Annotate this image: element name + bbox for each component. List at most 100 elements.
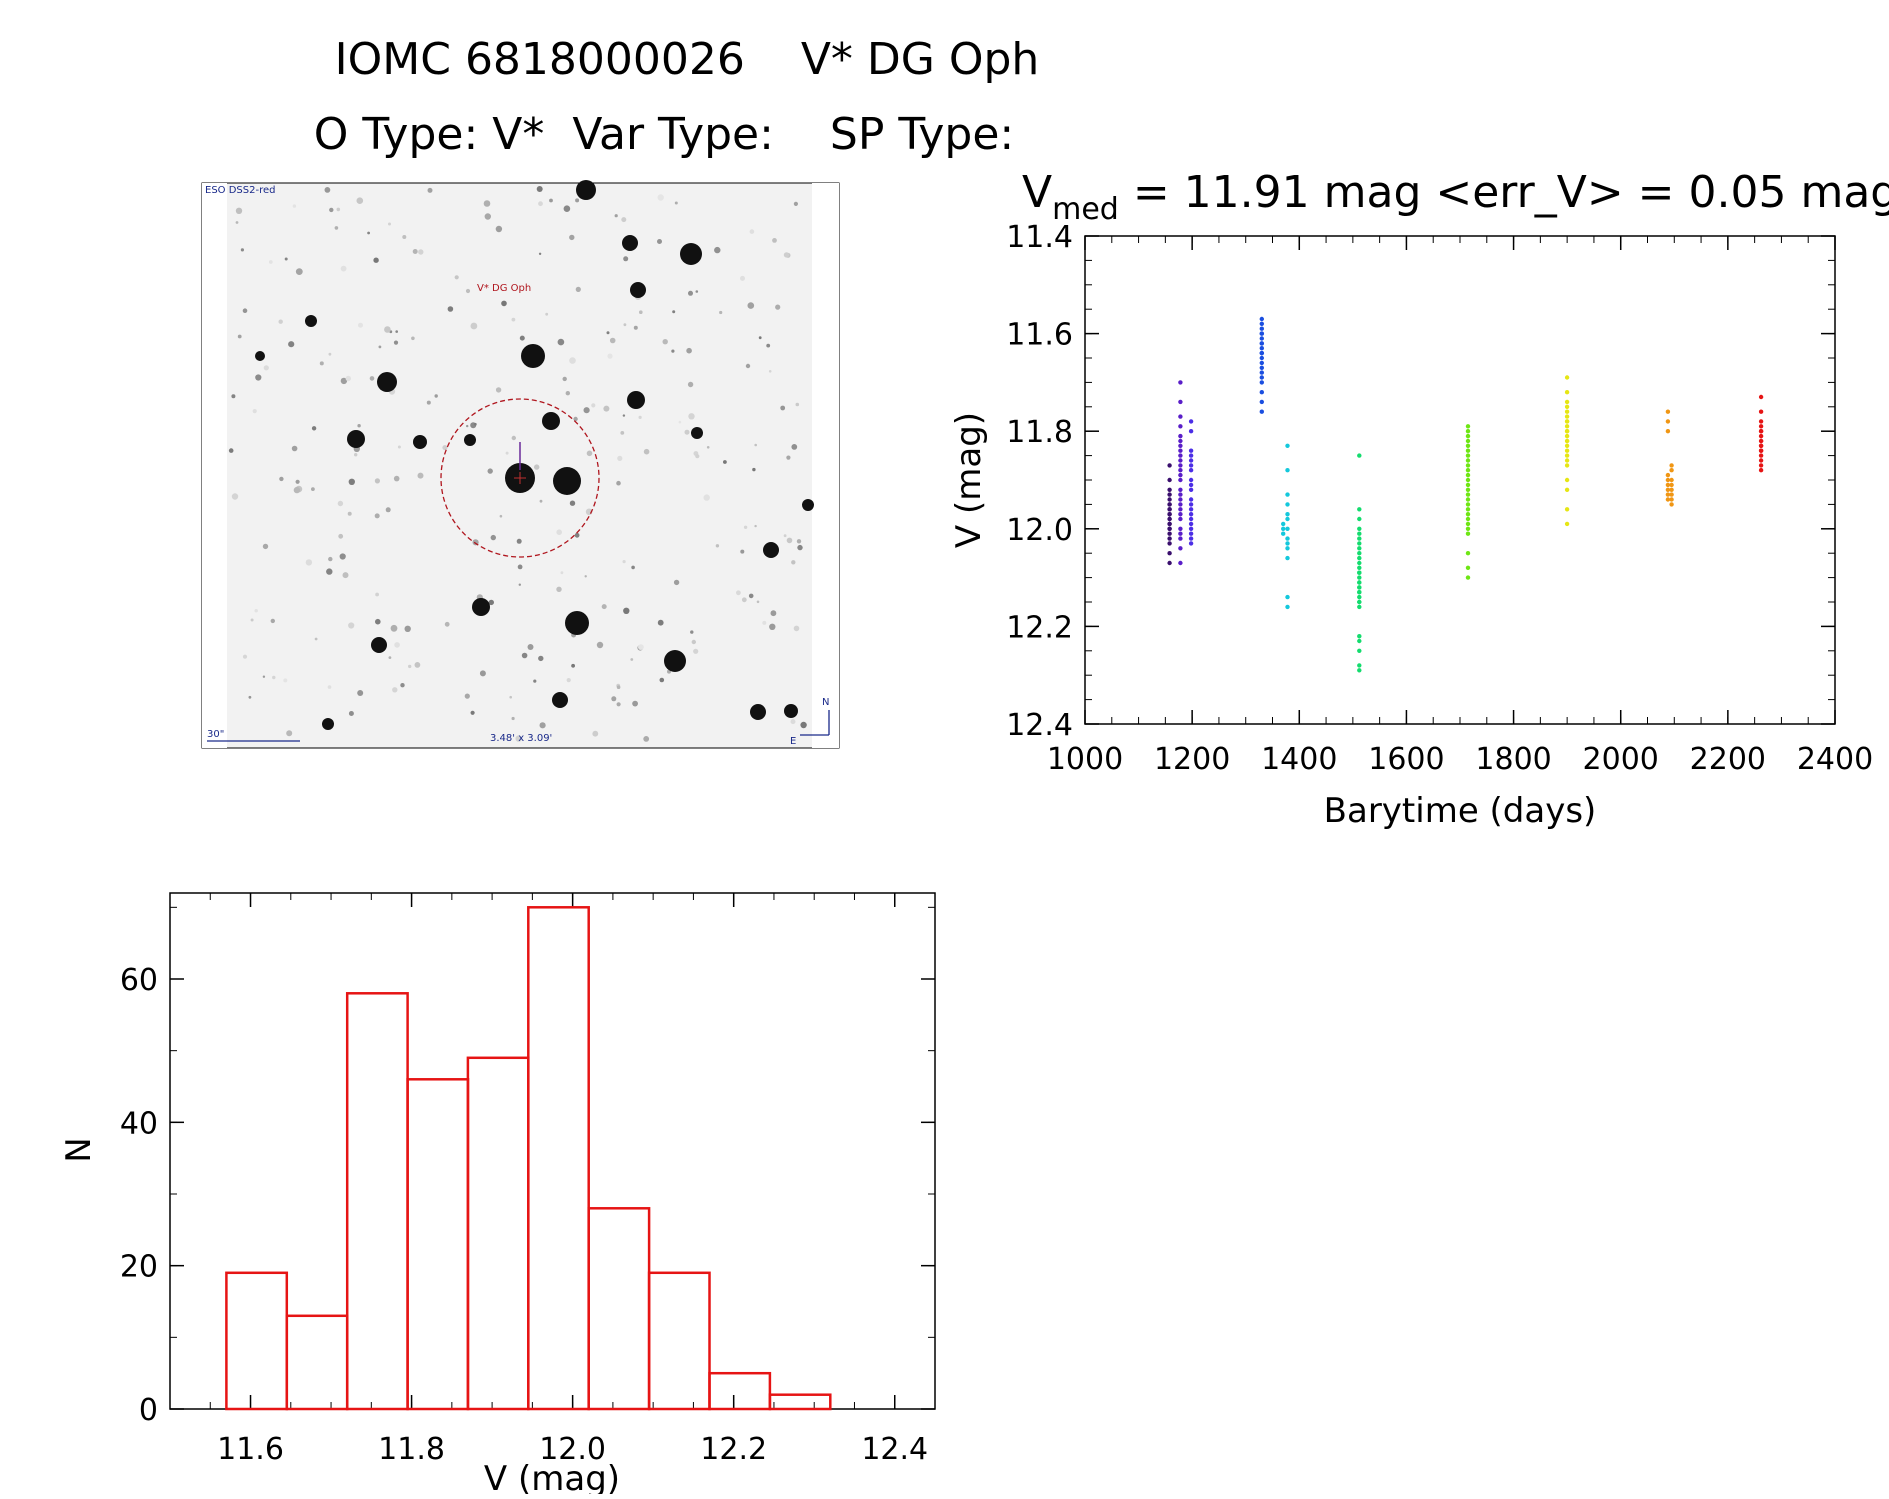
faint-star	[620, 431, 625, 435]
faint-star	[505, 451, 509, 455]
faint-star	[780, 405, 786, 411]
faint-star	[566, 678, 571, 683]
faint-star	[418, 249, 424, 255]
faint-star	[786, 455, 791, 460]
data-point-g7	[1465, 507, 1471, 512]
data-point-g10	[1758, 448, 1764, 453]
faint-star	[447, 306, 454, 312]
faint-star	[687, 381, 694, 388]
x-tick-label: 12.2	[700, 1432, 767, 1467]
faint-star	[538, 252, 542, 255]
y-tick-label: 20	[120, 1250, 158, 1285]
data-point-g6	[1357, 516, 1362, 522]
data-point-g3	[1188, 477, 1194, 483]
faint-star	[740, 549, 745, 554]
x-tick-label: 1400	[1261, 742, 1337, 777]
faint-star	[519, 335, 525, 341]
sky-image-right-border	[812, 183, 839, 748]
faint-star	[402, 235, 407, 239]
bright-star	[377, 372, 397, 392]
faint-star	[262, 675, 266, 678]
faint-star	[242, 654, 248, 659]
data-point-g6	[1357, 634, 1362, 639]
faint-star	[673, 579, 680, 586]
data-point-g6	[1357, 599, 1362, 605]
bright-star	[472, 598, 490, 616]
data-point-g1	[1167, 512, 1172, 517]
data-point-g8	[1564, 521, 1570, 527]
faint-star	[556, 529, 562, 535]
faint-star	[584, 575, 587, 578]
faint-star	[412, 249, 418, 254]
faint-star	[235, 207, 243, 214]
data-point-g6	[1357, 531, 1362, 536]
histogram-bars	[225, 906, 832, 1411]
data-point-g3	[1188, 419, 1194, 424]
faint-star	[657, 239, 662, 244]
data-point-g5	[1281, 531, 1286, 536]
bright-star	[521, 344, 545, 368]
y-tick-label: 0	[139, 1393, 158, 1428]
faint-star	[592, 730, 599, 737]
data-point-g5	[1285, 536, 1290, 541]
faint-star	[404, 625, 411, 632]
data-point-g5	[1285, 526, 1290, 531]
bright-star	[305, 315, 317, 327]
data-point-g10	[1758, 468, 1764, 473]
faint-star	[793, 625, 800, 632]
data-point-g9	[1669, 492, 1674, 497]
faint-star	[560, 571, 564, 575]
data-point-g8	[1564, 458, 1570, 463]
faint-star	[495, 225, 503, 233]
data-point-g3	[1188, 516, 1194, 522]
data-point-g1	[1167, 502, 1172, 507]
data-point-g5	[1285, 604, 1290, 610]
faint-star	[511, 435, 516, 441]
light-curve-ylabel: V (mag)	[949, 412, 989, 548]
faint-star	[616, 480, 621, 486]
data-point-g9	[1665, 472, 1671, 478]
data-point-g5	[1285, 516, 1290, 522]
data-point-g5	[1285, 502, 1290, 507]
data-point-g7	[1465, 468, 1471, 473]
faint-star	[672, 310, 676, 314]
data-point-g10	[1758, 458, 1764, 463]
data-point-g4	[1259, 326, 1265, 331]
data-point-g2	[1178, 448, 1183, 453]
faint-star	[571, 663, 575, 668]
data-point-g4	[1259, 375, 1265, 380]
data-point-g4	[1259, 409, 1265, 414]
faint-star	[511, 716, 515, 721]
bright-star	[750, 704, 766, 720]
data-point-g5	[1285, 541, 1290, 546]
data-point-g4	[1259, 390, 1265, 395]
histogram-bar	[225, 1271, 289, 1411]
faint-star	[288, 341, 295, 348]
y-tick-label: 12.2	[1006, 610, 1073, 645]
faint-star	[373, 257, 379, 263]
faint-star	[601, 604, 607, 610]
faint-star	[622, 560, 626, 564]
faint-star	[348, 622, 355, 629]
data-point-g10	[1758, 438, 1764, 444]
faint-star	[770, 610, 777, 617]
data-point-g3	[1188, 487, 1194, 492]
data-point-g8	[1564, 424, 1570, 429]
histogram-bar	[527, 906, 590, 1411]
faint-star	[631, 565, 635, 570]
faint-star	[772, 238, 777, 243]
data-point-g8	[1564, 419, 1570, 424]
faint-star	[706, 446, 710, 449]
data-point-g1	[1167, 531, 1172, 536]
data-point-g7	[1465, 453, 1471, 458]
data-point-g3	[1188, 502, 1194, 507]
faint-star	[295, 268, 303, 275]
faint-star	[255, 374, 262, 381]
x-tick-label: 2200	[1690, 742, 1766, 777]
faint-star	[623, 323, 627, 327]
data-point-g2	[1178, 399, 1183, 405]
faint-star	[479, 670, 486, 677]
faint-star	[623, 607, 630, 614]
data-point-g2	[1178, 477, 1183, 483]
title-v: V	[1022, 167, 1052, 218]
